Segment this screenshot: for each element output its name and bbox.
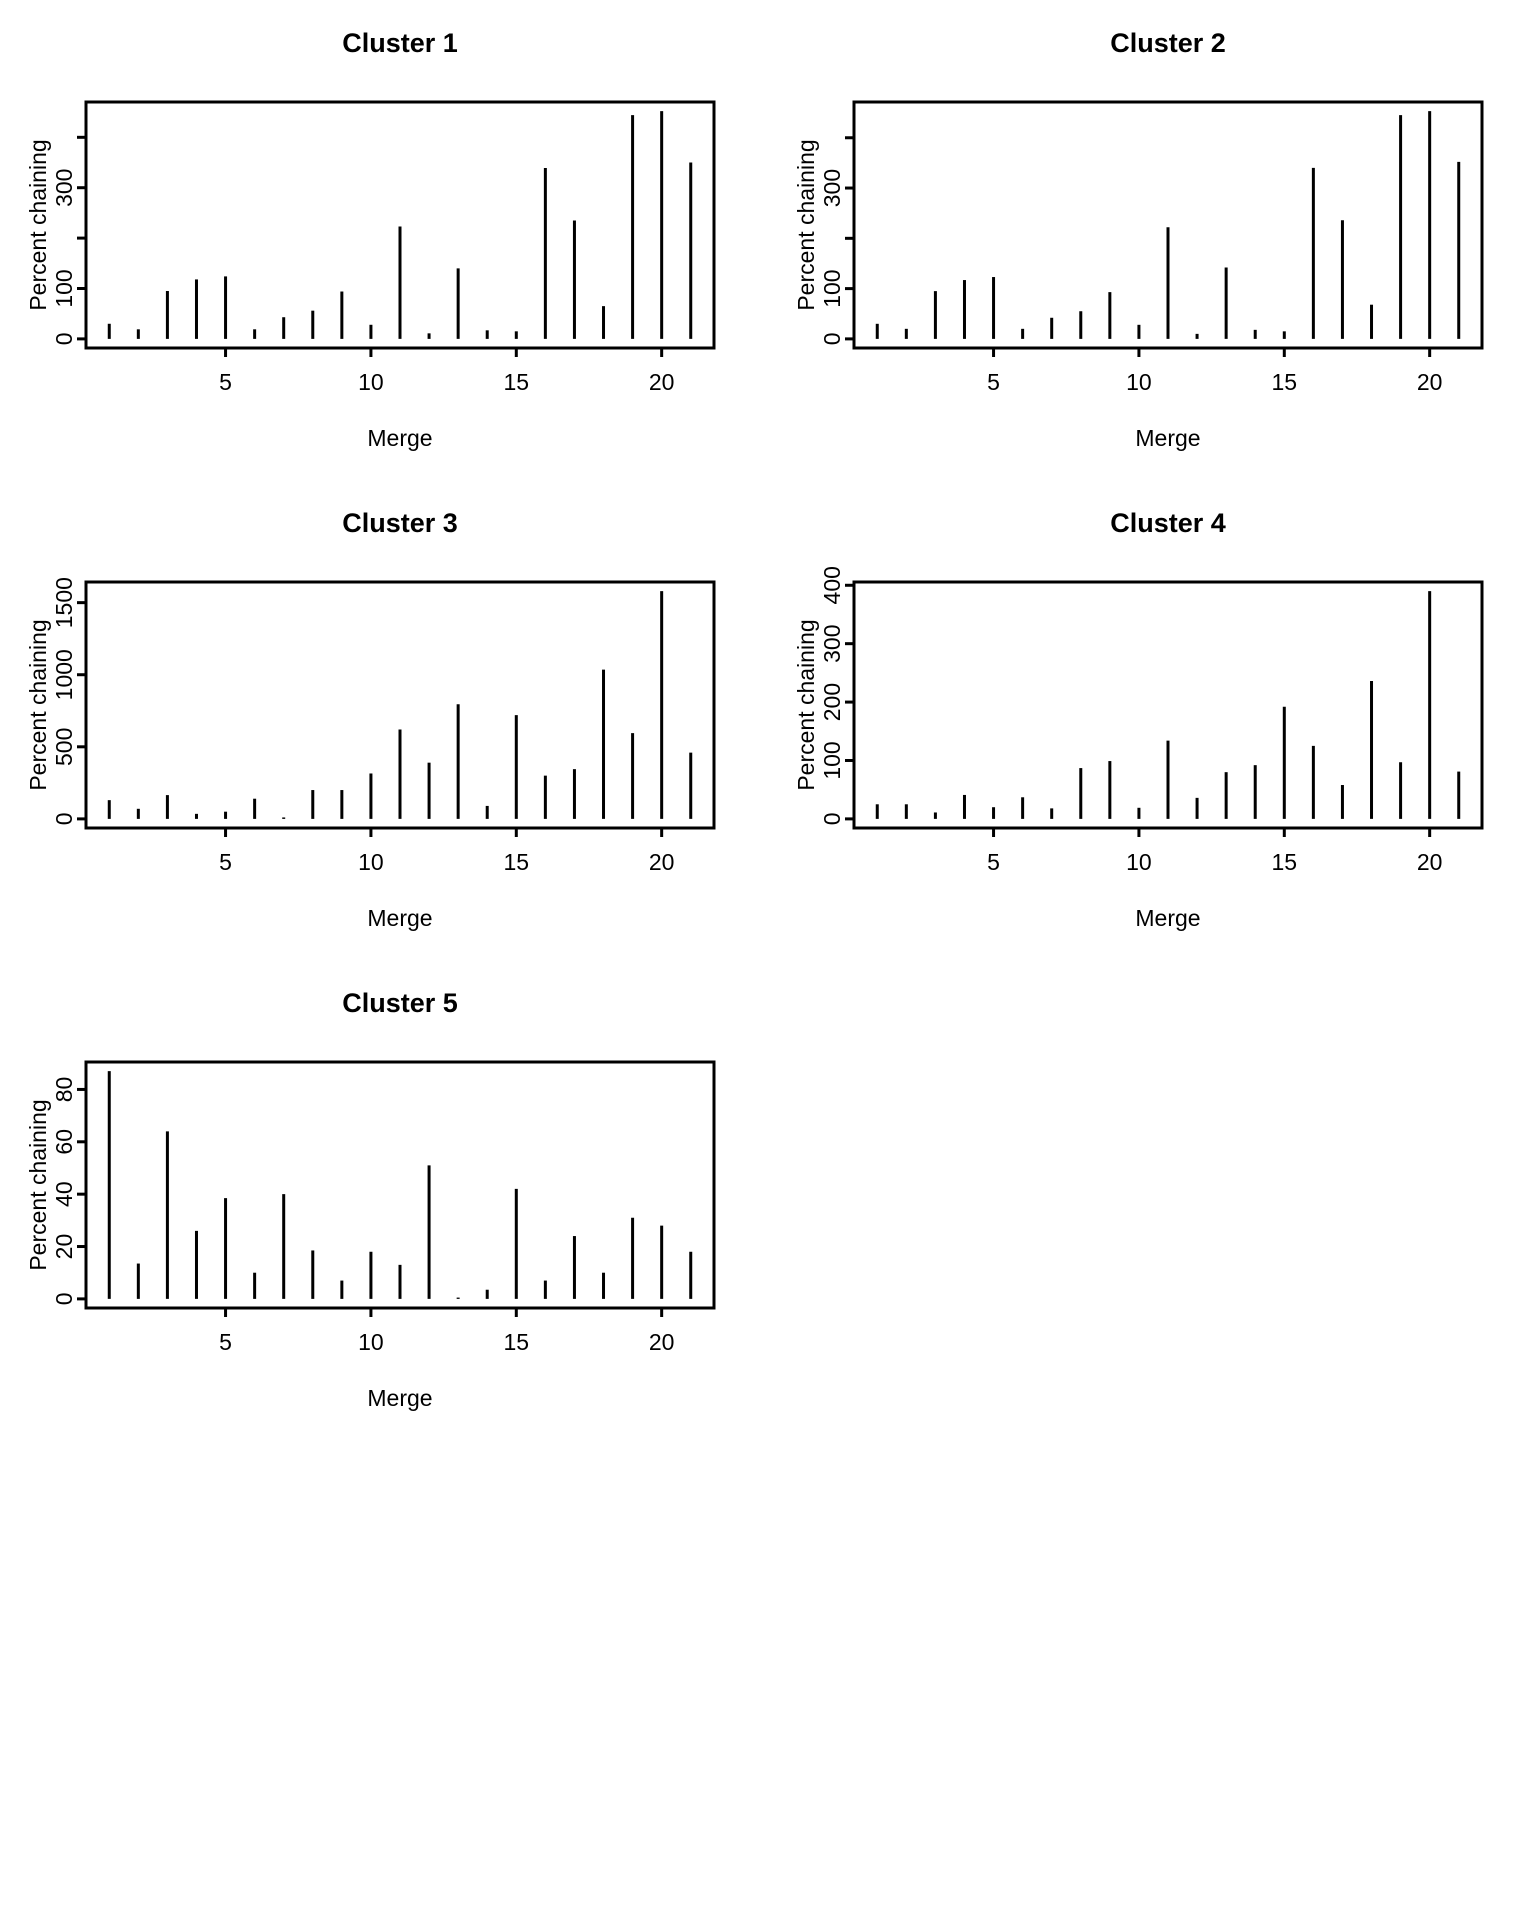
y-tick-label: 0 [51,812,77,825]
cluster-3-chart: Cluster 3 0 500 1000 1500 5 10 15 20 Merge Percent… [0,480,768,960]
x-tick-label: 5 [219,1329,232,1355]
y-tick-label: 100 [51,269,77,307]
x-tick-label: 20 [1417,849,1443,875]
x-tick-label: 15 [503,849,529,875]
cluster-1-chart: Cluster 1 0 100 300 5 10 15 20 Merge Percent chai… [0,0,768,480]
plot-frame [84,100,716,350]
plot-frame [852,100,1484,350]
y-tick-label: 400 [819,566,845,604]
y-tick-label: 100 [819,741,845,779]
y-tick-label: 500 [51,728,77,766]
y-tick-label: 0 [51,1292,77,1305]
x-tick-label: 10 [358,1329,384,1355]
plot-frame [84,580,716,830]
chart-title: Cluster 5 [342,988,458,1018]
y-tick-label: 0 [51,332,77,345]
x-tick-label: 5 [219,369,232,395]
chart-title: Cluster 4 [1110,508,1226,538]
y-axis-label: Percent chaining [25,139,51,310]
y-axis-label: Percent chaining [25,1099,51,1270]
x-axis-label: Merge [367,905,432,931]
chart-title: Cluster 1 [342,28,458,58]
y-tick-label: 0 [819,812,845,825]
y-tick-label: 300 [51,169,77,207]
x-tick-label: 15 [1271,369,1297,395]
y-tick-label: 60 [51,1129,77,1155]
x-tick-label: 20 [1417,369,1443,395]
x-tick-label: 5 [219,849,232,875]
x-tick-label: 10 [1126,849,1152,875]
x-tick-label: 5 [987,849,1000,875]
y-tick-label: 80 [51,1077,77,1103]
x-tick-label: 10 [358,849,384,875]
cluster-5-plot: Cluster 5 0 20 40 60 80 5 10 15 20 Merge Percent ch… [25,988,716,1411]
cluster-5-chart: Cluster 5 0 20 40 60 80 5 10 15 20 Merge Percent ch… [0,960,768,1440]
cluster-2-chart: Cluster 2 0 100 300 5 10 15 20 Merge Percent chai… [768,0,1536,480]
x-tick-label: 10 [1126,369,1152,395]
plot-frame [852,580,1484,830]
y-tick-label: 1500 [51,577,77,628]
y-tick-label: 40 [51,1181,77,1207]
x-tick-label: 20 [649,369,675,395]
x-tick-label: 10 [358,369,384,395]
y-axis-label: Percent chaining [25,619,51,790]
y-tick-label: 20 [51,1234,77,1260]
y-tick-label: 0 [819,332,845,345]
cluster-2-plot: Cluster 2 0 100 300 5 10 15 20 Merge Percent chai… [793,28,1484,451]
x-axis-label: Merge [367,1385,432,1411]
y-axis-label: Percent chaining [793,139,819,310]
plot-frame [84,1060,716,1310]
x-axis-label: Merge [1135,905,1200,931]
y-axis-label: Percent chaining [793,619,819,790]
y-tick-label: 100 [819,269,845,307]
y-tick-label: 300 [819,624,845,662]
y-tick-label: 1000 [51,649,77,700]
x-tick-label: 15 [1271,849,1297,875]
cluster-1-plot: Cluster 1 0 100 300 5 10 15 20 Merge Percent chai… [25,28,716,451]
x-tick-label: 5 [987,369,1000,395]
x-tick-label: 15 [503,1329,529,1355]
cluster-4-chart: Cluster 4 0 100 200 300 400 5 10 15 20 Merge Percen… [768,480,1536,960]
chart-title: Cluster 2 [1110,28,1226,58]
x-tick-label: 20 [649,1329,675,1355]
cluster-4-plot: Cluster 4 0 100 200 300 400 5 10 15 20 Merge Percen… [793,508,1484,931]
cluster-3-plot: Cluster 3 0 500 1000 1500 5 10 15 20 Merge Percent… [25,508,716,931]
y-tick-label: 300 [819,169,845,207]
x-axis-label: Merge [367,425,432,451]
x-tick-label: 20 [649,849,675,875]
y-tick-label: 200 [819,683,845,721]
chart-title: Cluster 3 [342,508,458,538]
x-axis-label: Merge [1135,425,1200,451]
x-tick-label: 15 [503,369,529,395]
